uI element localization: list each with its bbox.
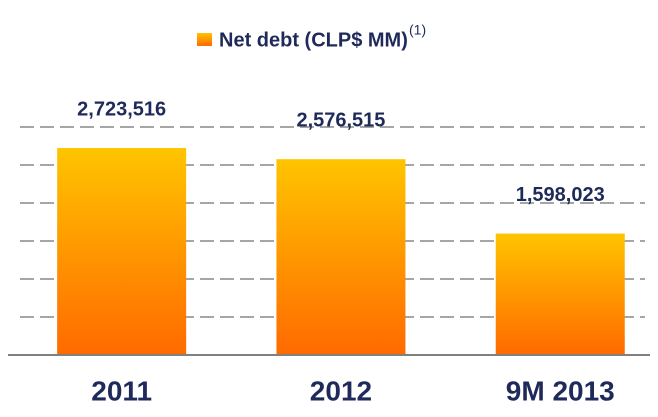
value-label: 2,576,515 bbox=[296, 109, 385, 131]
x-tick-label: 2012 bbox=[310, 375, 372, 406]
bar bbox=[57, 148, 187, 355]
chart-title: Net debt (CLP$ MM) bbox=[219, 29, 408, 51]
bar bbox=[495, 233, 625, 355]
x-tick-label: 2011 bbox=[91, 375, 152, 406]
x-tick-label: 9M 2013 bbox=[506, 375, 615, 406]
value-label: 2,723,516 bbox=[77, 98, 166, 120]
value-label: 1,598,023 bbox=[516, 184, 605, 206]
title-note: (1) bbox=[409, 22, 426, 38]
legend-swatch bbox=[197, 33, 212, 46]
bar bbox=[276, 159, 406, 355]
